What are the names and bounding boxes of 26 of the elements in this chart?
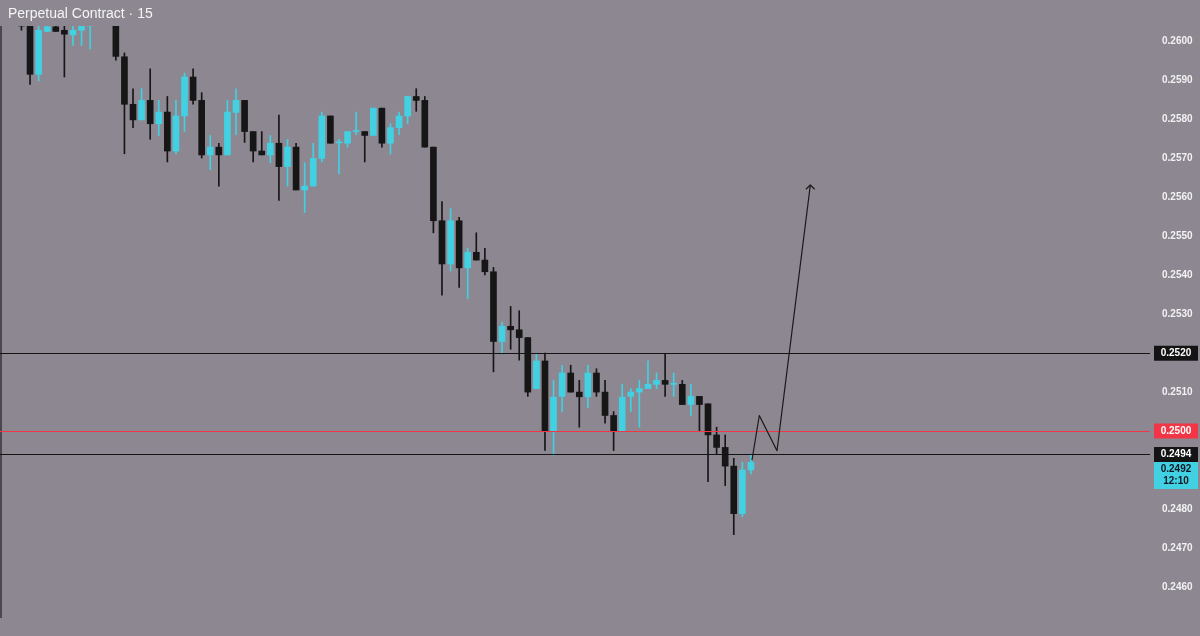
y-tick-label: 0.2570: [1162, 152, 1194, 164]
candlestick: [670, 372, 678, 397]
y-tick-label: 0.2530: [1162, 307, 1194, 319]
y-tick-label: 0.2560: [1162, 191, 1194, 203]
text: 0.2492: [1160, 463, 1192, 475]
candlestick: [644, 360, 652, 389]
y-tick-label: 0.2600: [1162, 35, 1194, 47]
y-tick-label: 0.2580: [1162, 113, 1194, 125]
candlestick: [258, 131, 266, 156]
chart-title: Perpetual Contract · 15: [8, 5, 153, 21]
candlestick: [352, 111, 360, 135]
y-tick-label: 0.2460: [1162, 580, 1194, 592]
candlestick: [627, 388, 635, 412]
y-tick-label: 0.2480: [1162, 502, 1194, 514]
ref-line-label: 0.2494: [1160, 448, 1192, 460]
ref-line-label: 0.2520: [1160, 346, 1192, 358]
y-tick-label: 0.2510: [1162, 385, 1194, 397]
text: 12:10: [1163, 475, 1190, 487]
y-tick-label: 0.2540: [1162, 269, 1194, 281]
y-tick-label: 0.2470: [1162, 541, 1194, 553]
ref-line-label: 0.2500: [1160, 424, 1192, 436]
y-tick-label: 0.2550: [1162, 230, 1194, 242]
y-tick-label: 0.2590: [1162, 74, 1194, 86]
candlestick: [361, 131, 369, 163]
candlestick: [206, 135, 214, 171]
candlestick: [575, 380, 583, 428]
